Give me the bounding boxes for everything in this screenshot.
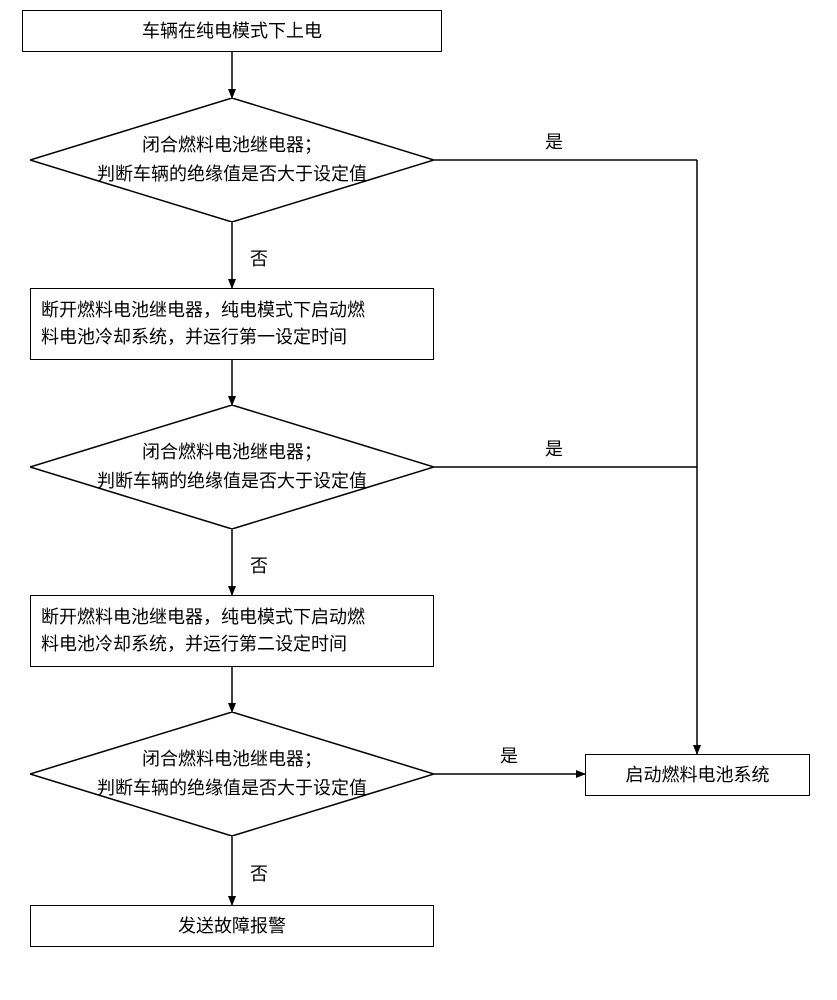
flowchart-canvas: 车辆在纯电模式下上电 闭合燃料电池继电器； 判断车辆的绝缘值是否大于设定值 断开… — [0, 0, 837, 1000]
edge-label-no-2: 否 — [250, 552, 268, 578]
node-alarm: 发送故障报警 — [30, 905, 434, 947]
node-process-2-label: 断开燃料电池继电器，纯电模式下启动燃 料电池冷却系统，并运行第二设定时间 — [41, 604, 365, 658]
node-start-fuelcell: 启动燃料电池系统 — [585, 754, 810, 796]
node-process-2: 断开燃料电池继电器，纯电模式下启动燃 料电池冷却系统，并运行第二设定时间 — [30, 595, 434, 667]
node-decision-2: 闭合燃料电池继电器； 判断车辆的绝缘值是否大于设定值 — [30, 405, 434, 529]
edge-label-yes-2: 是 — [545, 435, 563, 461]
node-start-fuelcell-label: 启动燃料电池系统 — [626, 762, 770, 789]
node-start: 车辆在纯电模式下上电 — [22, 10, 442, 52]
node-decision-3-label: 闭合燃料电池继电器； 判断车辆的绝缘值是否大于设定值 — [97, 745, 367, 803]
node-decision-1: 闭合燃料电池继电器； 判断车辆的绝缘值是否大于设定值 — [30, 98, 434, 222]
node-start-label: 车辆在纯电模式下上电 — [142, 18, 322, 45]
node-process-1-label: 断开燃料电池继电器，纯电模式下启动燃 料电池冷却系统，并运行第一设定时间 — [41, 297, 365, 351]
node-alarm-label: 发送故障报警 — [178, 913, 286, 940]
edge-label-no-1: 否 — [250, 245, 268, 271]
node-decision-2-label: 闭合燃料电池继电器； 判断车辆的绝缘值是否大于设定值 — [97, 438, 367, 496]
node-process-1: 断开燃料电池继电器，纯电模式下启动燃 料电池冷却系统，并运行第一设定时间 — [30, 288, 434, 360]
node-decision-1-label: 闭合燃料电池继电器； 判断车辆的绝缘值是否大于设定值 — [97, 131, 367, 189]
edge-label-yes-3: 是 — [500, 742, 518, 768]
edge-label-no-3: 否 — [250, 860, 268, 886]
edge-label-yes-1: 是 — [545, 128, 563, 154]
node-decision-3: 闭合燃料电池继电器； 判断车辆的绝缘值是否大于设定值 — [30, 712, 434, 836]
